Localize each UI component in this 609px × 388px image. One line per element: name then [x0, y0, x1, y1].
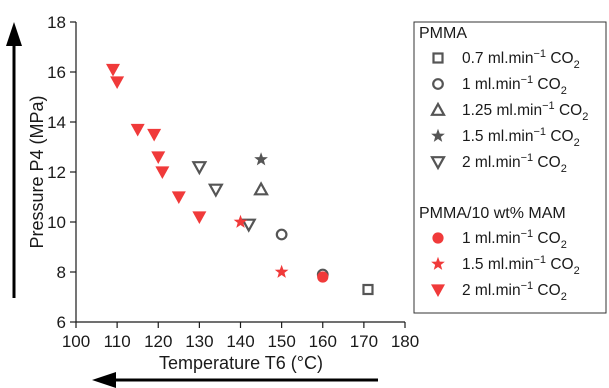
- data-point: [362, 283, 374, 296]
- data-point: [110, 76, 125, 89]
- legend-marker: [431, 284, 445, 297]
- legend-label: 2 ml.min−1 CO2: [462, 280, 567, 303]
- legend-marker: [432, 78, 444, 90]
- x-tick-label: 180: [391, 332, 419, 351]
- x-tick-label: 160: [309, 332, 337, 351]
- legend-label: 1 ml.min−1 CO2: [462, 228, 567, 251]
- x-axis-title: Temperature T6 (°C): [159, 353, 323, 373]
- x-tick-label: 120: [144, 332, 172, 351]
- legend-label-subscript: 2: [574, 265, 580, 277]
- legend-marker: [431, 128, 445, 142]
- data-point: [207, 183, 224, 198]
- legend-label: 1.5 ml.min−1 CO2: [462, 126, 580, 149]
- y-direction-arrow: [6, 22, 22, 298]
- x-tick-label: 100: [62, 332, 90, 351]
- data-point: [192, 211, 207, 224]
- legend-label-subscript: 2: [561, 291, 567, 303]
- y-axis-ticks: 6 8 10 12 14 16 18: [47, 13, 76, 332]
- legend-label-subscript: 2: [574, 137, 580, 149]
- legend-label-text: CO: [546, 256, 574, 273]
- legend-label: 0.7 ml.min−1 CO2: [462, 48, 580, 71]
- legend-label-text: 0.7 ml.min: [462, 50, 534, 67]
- data-points: [106, 63, 374, 296]
- data-point: [151, 151, 166, 164]
- legend-label-superscript: −1: [542, 100, 555, 112]
- legend-label-superscript: −1: [534, 48, 547, 60]
- legend-label-subscript: 2: [574, 59, 580, 71]
- legend-box: [413, 21, 607, 314]
- x-direction-arrow: [92, 372, 378, 388]
- legend-label-text: 1 ml.min: [462, 230, 521, 247]
- legend-marker: [431, 256, 445, 270]
- legend-label-text: CO: [533, 282, 561, 299]
- y-tick-label: 16: [47, 63, 66, 82]
- legend-label-text: CO: [555, 102, 583, 119]
- data-point: [274, 264, 289, 278]
- x-tick-label: 150: [267, 332, 295, 351]
- data-point: [275, 228, 288, 241]
- legend-label-superscript: −1: [534, 126, 547, 138]
- y-tick-label: 10: [47, 213, 66, 232]
- legend-label: 2 ml.min−1 CO2: [462, 152, 567, 175]
- data-point: [317, 271, 329, 283]
- legend-label-text: CO: [546, 50, 574, 67]
- legend-label-text: CO: [533, 76, 561, 93]
- y-tick-label: 12: [47, 163, 66, 182]
- data-point: [240, 218, 257, 233]
- legend-label-subscript: 2: [561, 85, 567, 97]
- y-axis-title: Pressure P4 (MPa): [27, 95, 47, 248]
- legend-label-subscript: 2: [561, 239, 567, 251]
- legend-label-subscript: 2: [582, 111, 588, 123]
- data-point: [254, 152, 268, 166]
- legend-label-superscript: −1: [521, 74, 534, 86]
- legend-label-superscript: −1: [534, 254, 547, 266]
- legend-label-subscript: 2: [561, 163, 567, 175]
- legend-group-title: PMMA/10 wt% MAM: [419, 205, 566, 222]
- legend-marker: [430, 101, 446, 116]
- x-axis-ticks: 100 110 120 130 140 150 160 170 180: [62, 322, 419, 351]
- legend-marker: [432, 232, 444, 244]
- data-point: [155, 166, 170, 179]
- legend-label-text: 1 ml.min: [462, 76, 521, 93]
- data-point: [106, 63, 121, 77]
- y-tick-label: 6: [57, 313, 66, 332]
- legend-marker: [430, 156, 446, 171]
- legend-label-text: CO: [533, 230, 561, 247]
- x-tick-label: 130: [185, 332, 213, 351]
- data-point: [171, 191, 186, 204]
- legend-label-text: 1.5 ml.min: [462, 256, 534, 273]
- legend-group-title: PMMA: [419, 25, 467, 42]
- x-tick-label: 140: [226, 332, 254, 351]
- legend-label: 1.25 ml.min−1 CO2: [462, 100, 588, 123]
- legend-label-text: CO: [546, 128, 574, 145]
- plot-axes: [75, 22, 405, 323]
- legend-label: 1.5 ml.min−1 CO2: [462, 254, 580, 277]
- y-tick-label: 14: [47, 113, 66, 132]
- legend-label-text: 2 ml.min: [462, 282, 521, 299]
- data-point: [233, 214, 248, 228]
- legend-marker: [432, 52, 444, 64]
- legend-label-text: 1.5 ml.min: [462, 128, 534, 145]
- legend-label-superscript: −1: [521, 228, 534, 240]
- data-point: [147, 128, 162, 142]
- data-point: [191, 161, 208, 176]
- y-tick-label: 8: [57, 263, 66, 282]
- x-tick-label: 170: [350, 332, 378, 351]
- legend-label: 1 ml.min−1 CO2: [462, 74, 567, 97]
- legend-label-text: 2 ml.min: [462, 154, 521, 171]
- data-point: [253, 181, 269, 196]
- legend-label-superscript: −1: [521, 280, 534, 292]
- x-tick-label: 110: [104, 332, 131, 351]
- legend-label-text: 1.25 ml.min: [462, 102, 542, 119]
- legend-label-text: CO: [533, 154, 561, 171]
- legend-label-superscript: −1: [521, 152, 534, 164]
- data-point: [130, 123, 145, 137]
- y-tick-label: 18: [47, 13, 66, 32]
